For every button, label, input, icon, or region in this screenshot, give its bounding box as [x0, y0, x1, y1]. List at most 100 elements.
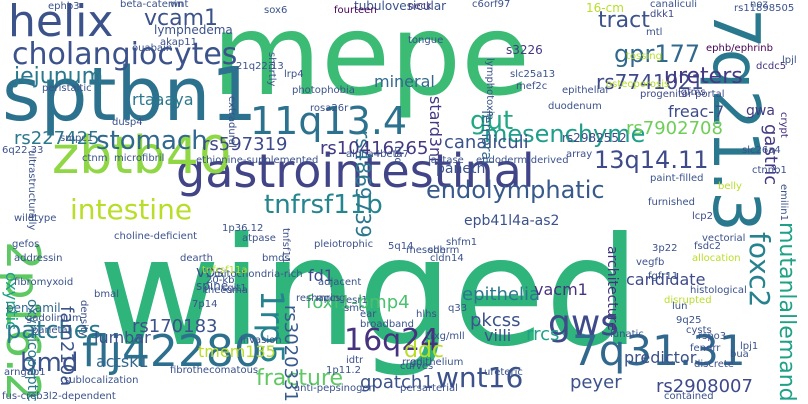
- word-cloud-word: ureteric: [484, 367, 523, 378]
- word-cloud-word: fendrr: [690, 343, 721, 354]
- word-cloud-word: q33: [448, 303, 468, 314]
- word-cloud-word: ear: [360, 309, 377, 320]
- word-cloud-word: neck: [408, 1, 432, 12]
- word-cloud-word: rrcs: [526, 324, 560, 345]
- word-cloud-word: tnfrsf11b: [264, 190, 383, 220]
- word-cloud-word: mrcs: [316, 293, 341, 304]
- word-cloud-word: gwa: [746, 103, 775, 119]
- word-cloud-word: 21q22.13: [236, 61, 284, 72]
- word-cloud-word: persarterial: [400, 383, 458, 394]
- word-cloud-word: slc25a13: [510, 69, 556, 80]
- word-cloud-word: rs11898505: [734, 3, 795, 14]
- word-cloud-word: sox6: [264, 5, 288, 16]
- word-cloud-word: stomach: [96, 126, 208, 156]
- word-cloud-word: anti-pepsinogen: [294, 383, 375, 394]
- word-cloud-word: furnished: [648, 197, 695, 208]
- word-cloud-word: patches: [6, 316, 102, 344]
- word-cloud-word: c6orf97: [472, 0, 511, 10]
- word-cloud-word: s3226: [506, 43, 543, 57]
- word-cloud-word: fgfr11: [648, 271, 679, 282]
- word-cloud-word: gut: [470, 106, 514, 136]
- word-cloud-word: canaliculi: [650, 0, 698, 10]
- word-cloud-word: paneth: [436, 161, 486, 177]
- word-cloud-word: addressin: [14, 253, 63, 264]
- word-cloud-word: rs10416265: [320, 138, 429, 159]
- word-cloud-word: benzamil: [6, 301, 61, 315]
- word-cloud-word: rs7741021: [596, 70, 704, 94]
- word-cloud-word: shfm1: [446, 237, 478, 248]
- word-cloud-word: ouabain: [132, 43, 173, 54]
- word-cloud-word: adjacent: [318, 277, 362, 288]
- word-cloud-word: beta-catenin: [120, 0, 184, 10]
- word-cloud-word: smpc1: [60, 133, 94, 144]
- word-cloud-word: 16-cm: [586, 1, 624, 15]
- word-cloud-word: sublocalization: [64, 375, 139, 386]
- word-cloud-word: shh: [428, 245, 446, 256]
- word-cloud-word: candidate: [626, 270, 706, 289]
- word-cloud-word: mef2c: [516, 81, 548, 92]
- word-cloud-word: rs597319: [202, 134, 288, 155]
- word-cloud-word: foxf1-bmp4: [306, 292, 410, 313]
- word-cloud-word: actsk1: [96, 352, 149, 371]
- word-cloud-word: 1p11.2: [326, 365, 361, 376]
- word-cloud-word: vectorial: [702, 233, 746, 244]
- word-cloud-word: fibromyxoid: [14, 277, 74, 288]
- word-cloud-word: winged: [98, 206, 641, 380]
- word-cloud-word: lpjl: [782, 55, 797, 66]
- word-cloud-word: mitochondria-rich: [214, 269, 303, 280]
- word-cloud-word: thecoma: [204, 285, 248, 296]
- word-cloud-word: contained: [664, 391, 714, 402]
- word-cloud-word: mineral: [374, 72, 435, 91]
- word-cloud-word: endolymphatic: [426, 176, 605, 204]
- word-cloud-word: progenitor-portal: [640, 89, 725, 100]
- word-cloud-word: peristaltic: [42, 83, 92, 94]
- word-cloud-word: 5q14: [388, 241, 414, 252]
- word-cloud-word: hlhs: [416, 309, 437, 320]
- word-cloud-word: mepe: [212, 0, 531, 121]
- word-cloud-word: endoderm-derived: [476, 155, 569, 166]
- word-cloud-word: intestine: [70, 193, 193, 226]
- word-cloud-word: fd1: [308, 266, 334, 285]
- word-cloud-word: emilin1: [778, 184, 789, 221]
- word-cloud-word: 11q13.4: [250, 99, 408, 143]
- word-cloud-word: wildtype: [14, 213, 57, 224]
- word-cloud-word: 20-kb: [206, 275, 235, 286]
- word-cloud-word: microfibril: [114, 153, 165, 164]
- word-cloud-word: esr1: [346, 295, 368, 306]
- word-cloud-word: wnt16: [436, 361, 524, 394]
- word-cloud-word: dkk1: [650, 9, 675, 20]
- word-cloud-word: choline-deficient: [114, 231, 198, 242]
- word-cloud-word: helix: [8, 0, 114, 47]
- word-cloud-word: spine: [196, 279, 229, 293]
- word-cloud-word: broadband: [360, 319, 414, 330]
- word-cloud-word: sgit1: [222, 283, 247, 294]
- word-cloud-word: pkcss: [470, 310, 521, 331]
- word-cloud-word: rosa26r: [310, 103, 349, 114]
- word-cloud-word: zbtb40: [52, 126, 232, 186]
- word-cloud-word: bua: [730, 349, 749, 360]
- word-cloud-word: fsdc2: [694, 241, 721, 252]
- word-cloud-word: ctnm: [82, 153, 108, 164]
- word-cloud-word: cholangiocytes: [12, 37, 238, 72]
- word-cloud-word: shortly: [266, 52, 277, 87]
- word-cloud-word: histological: [690, 285, 747, 296]
- word-cloud-word: smc: [344, 303, 365, 314]
- word-cloud-word: vacm1: [534, 280, 588, 299]
- word-cloud-word: lymphedema: [154, 23, 233, 37]
- word-cloud-word: wnt: [170, 0, 189, 10]
- word-cloud-word: akap11: [160, 37, 197, 48]
- word-cloud-word: fourteen: [334, 5, 377, 16]
- word-cloud-word: ddc: [404, 338, 445, 363]
- word-cloud-word: gpatch1: [360, 372, 434, 393]
- word-cloud-word: belly: [718, 181, 742, 192]
- word-cloud-word: mtl: [646, 27, 663, 38]
- word-cloud-word: 3p22: [652, 243, 678, 254]
- word-cloud-word: bmd: [20, 348, 79, 378]
- word-cloud-word: freac-7: [668, 102, 725, 121]
- word-cloud-word: density: [78, 300, 89, 337]
- word-cloud-word: mesoderm: [406, 245, 460, 256]
- word-cloud-word: dearth: [180, 253, 213, 264]
- word-cloud-word: atpase: [242, 233, 276, 244]
- word-cloud-word: extradural: [226, 96, 237, 148]
